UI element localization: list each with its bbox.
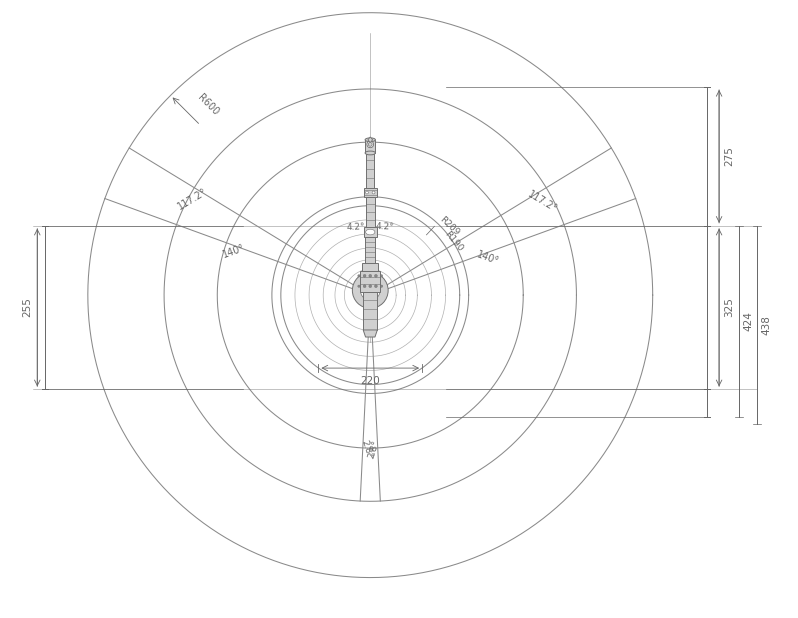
Bar [362, 263, 378, 271]
Ellipse shape [365, 229, 375, 235]
Text: 117.2°: 117.2° [176, 187, 208, 212]
Text: R600: R600 [196, 93, 220, 117]
Circle shape [369, 143, 372, 146]
Polygon shape [368, 137, 373, 143]
Text: 4.2°: 4.2° [376, 222, 395, 232]
Circle shape [369, 285, 372, 287]
Circle shape [361, 281, 380, 300]
Bar [364, 227, 377, 237]
Circle shape [374, 274, 377, 277]
Ellipse shape [365, 138, 375, 142]
Circle shape [374, 285, 377, 287]
Circle shape [372, 191, 375, 194]
Circle shape [369, 274, 372, 277]
Bar [365, 197, 375, 227]
Circle shape [367, 287, 373, 294]
Bar [363, 292, 377, 330]
Text: 424: 424 [744, 311, 754, 331]
Circle shape [363, 285, 366, 287]
Text: 325: 325 [724, 298, 734, 318]
Circle shape [381, 285, 383, 287]
Text: 140°: 140° [475, 250, 500, 267]
Text: 255: 255 [22, 298, 33, 318]
Circle shape [365, 191, 369, 194]
Ellipse shape [365, 151, 375, 155]
Circle shape [381, 274, 383, 277]
Bar [365, 140, 375, 153]
Text: 2.8°: 2.8° [367, 439, 381, 460]
Text: 140°: 140° [221, 243, 246, 260]
Text: 220: 220 [361, 376, 380, 386]
Text: R190: R190 [443, 229, 464, 253]
Bar [365, 237, 375, 263]
Text: 2.8°: 2.8° [359, 439, 373, 460]
Bar [364, 188, 377, 197]
Circle shape [358, 274, 360, 277]
Bar [361, 271, 380, 292]
Text: 117.2°: 117.2° [526, 189, 559, 214]
Polygon shape [363, 330, 377, 337]
Text: 275: 275 [724, 146, 734, 166]
Text: 438: 438 [761, 315, 772, 335]
Circle shape [353, 273, 388, 308]
Text: 4.2°: 4.2° [346, 222, 365, 232]
Circle shape [358, 285, 360, 287]
Text: R209: R209 [437, 215, 460, 237]
Bar [366, 153, 374, 188]
Circle shape [367, 141, 373, 148]
Circle shape [363, 274, 366, 277]
